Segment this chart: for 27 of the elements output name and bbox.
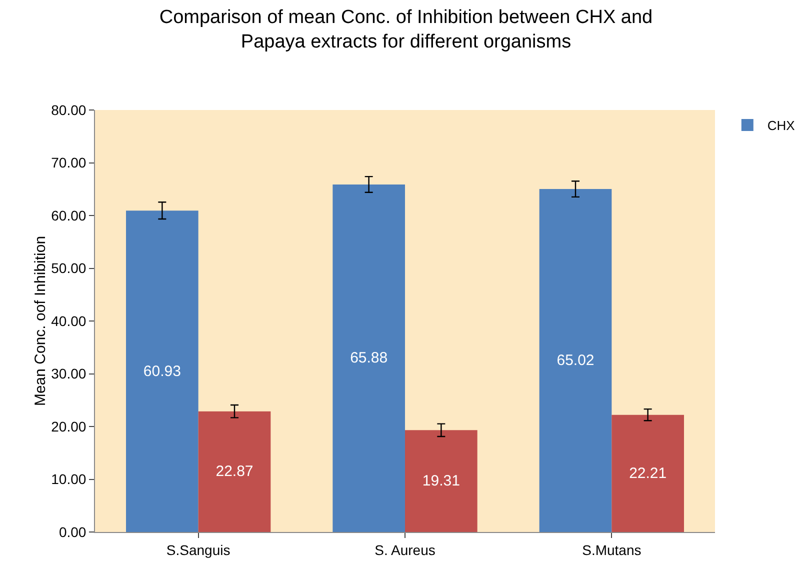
y-tick-label: 60.00 — [51, 207, 86, 224]
y-tick-label: 70.00 — [51, 154, 86, 171]
data-label: 22.87 — [216, 463, 254, 480]
y-tick-label: 30.00 — [51, 366, 86, 382]
x-tick-label: S.Sanguis — [166, 542, 230, 558]
y-tick-label: 40.00 — [51, 312, 86, 329]
data-label: 60.93 — [143, 362, 181, 380]
x-tick-label: S. Aureus — [374, 542, 436, 558]
y-axis-title: Mean Conc. oof Inhibition — [32, 236, 50, 406]
data-label: 65.02 — [556, 352, 594, 370]
y-tick-label: 10.00 — [51, 471, 86, 488]
bar — [405, 430, 478, 532]
data-label: 19.31 — [422, 472, 460, 490]
data-label: 22.21 — [629, 464, 667, 482]
bar — [332, 184, 405, 532]
y-tick-label: 0.00 — [58, 524, 86, 540]
y-tick-label: 50.00 — [51, 260, 86, 276]
bar — [539, 189, 612, 532]
x-tick-label: S.Mutans — [582, 542, 642, 558]
bar — [612, 414, 684, 532]
y-tick-label: 20.00 — [51, 418, 86, 434]
bar — [126, 210, 198, 532]
chart-title: Comparison of mean Conc. of Inhibition between CHX and Papaya extracts for different organisms — [159, 6, 653, 53]
bar — [198, 411, 271, 532]
data-label: 65.88 — [350, 350, 388, 367]
y-tick-label: 80.00 — [51, 102, 86, 118]
legend-label: CHX — [767, 118, 796, 134]
